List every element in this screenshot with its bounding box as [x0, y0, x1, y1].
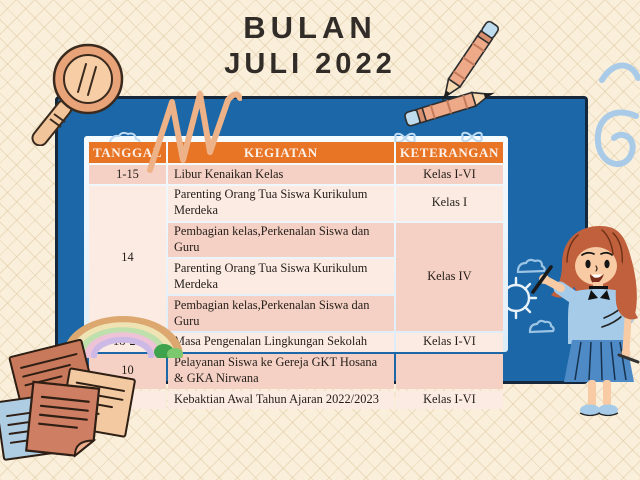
cell-keterangan-empty	[395, 353, 503, 389]
girl-character	[531, 226, 640, 417]
cell-keterangan: Kelas I-VI	[395, 332, 503, 352]
cell-kegiatan: Pelayanan Siswa ke Gereja GKT Hosana & G…	[167, 353, 394, 389]
title-month-year: JULI 2022	[224, 48, 396, 80]
cell-tanggal-merged: 14	[89, 185, 166, 331]
cell-keterangan-merged: Kelas IV	[395, 222, 503, 331]
cell-kegiatan: Parenting Orang Tua Siswa Kurikulum Merd…	[167, 259, 394, 295]
schedule-table: TANGGAL KEGIATAN KETERANGAN 1-15 Libur K…	[87, 140, 505, 411]
pen-icon	[531, 265, 553, 294]
cell-kegiatan: Kebaktian Awal Tahun Ajaran 2022/2023	[167, 390, 394, 410]
bow-doodles	[108, 131, 483, 147]
cell-kegiatan: Pembagian kelas,Perkenalan Siswa dan Gur…	[167, 296, 394, 331]
pencil-icon	[404, 20, 500, 127]
cloud-doodle	[528, 319, 555, 334]
table-row: 27 Kebaktian Awal Tahun Ajaran 2022/2023…	[89, 390, 503, 410]
table-row: Pembagian kelas,Perkenalan Siswa dan Gur…	[89, 296, 503, 331]
cell-kegiatan: Pembagian kelas,Perkenalan Siswa dan Gur…	[167, 222, 394, 258]
table-header-row: TANGGAL KEGIATAN KETERANGAN	[89, 142, 503, 163]
title-month-word: BULAN	[243, 10, 377, 45]
table-row: Pembagian kelas,Perkenalan Siswa dan Gur…	[89, 222, 503, 331]
girl-skirt	[564, 340, 634, 382]
sticky-notes-illustration	[0, 338, 136, 461]
cell-kegiatan: Masa Pengenalan Lingkungan Sekolah	[167, 332, 394, 352]
pen-icon	[617, 353, 640, 364]
cell-tanggal: 1-15	[89, 165, 166, 184]
zigzag-doodle	[147, 91, 242, 173]
table-row: Parenting Orang Tua Siswa Kurikulum Merd…	[89, 259, 503, 295]
cell-keterangan: Kelas I	[395, 185, 503, 221]
spiral-doodle	[594, 62, 640, 167]
cell-kegiatan: Parenting Orang Tua Siswa Kurikulum Merd…	[167, 185, 394, 221]
col-header-kegiatan: KEGIATAN	[167, 142, 394, 163]
magnifying-glass-icon	[31, 43, 124, 146]
cloud-doodle	[516, 258, 546, 274]
col-header-tanggal: TANGGAL	[89, 142, 166, 163]
poster-title: BULAN JULI 2022	[150, 10, 470, 82]
table-row: 14 Parenting Orang Tua Siswa Kurikulum M…	[89, 185, 503, 331]
col-header-keterangan: KETERANGAN	[395, 142, 503, 163]
table-row: 10 Pelayanan Siswa ke Gereja GKT Hosana …	[89, 353, 503, 389]
cell-keterangan: Kelas I-VI	[395, 390, 503, 410]
cell-keterangan: Kelas I-VI	[395, 165, 503, 184]
girl-shirt	[568, 289, 630, 344]
cell-kegiatan: Libur Kenaikan Kelas	[167, 165, 394, 184]
table-row: 1-15 Libur Kenaikan Kelas Kelas I-VI	[89, 165, 503, 184]
